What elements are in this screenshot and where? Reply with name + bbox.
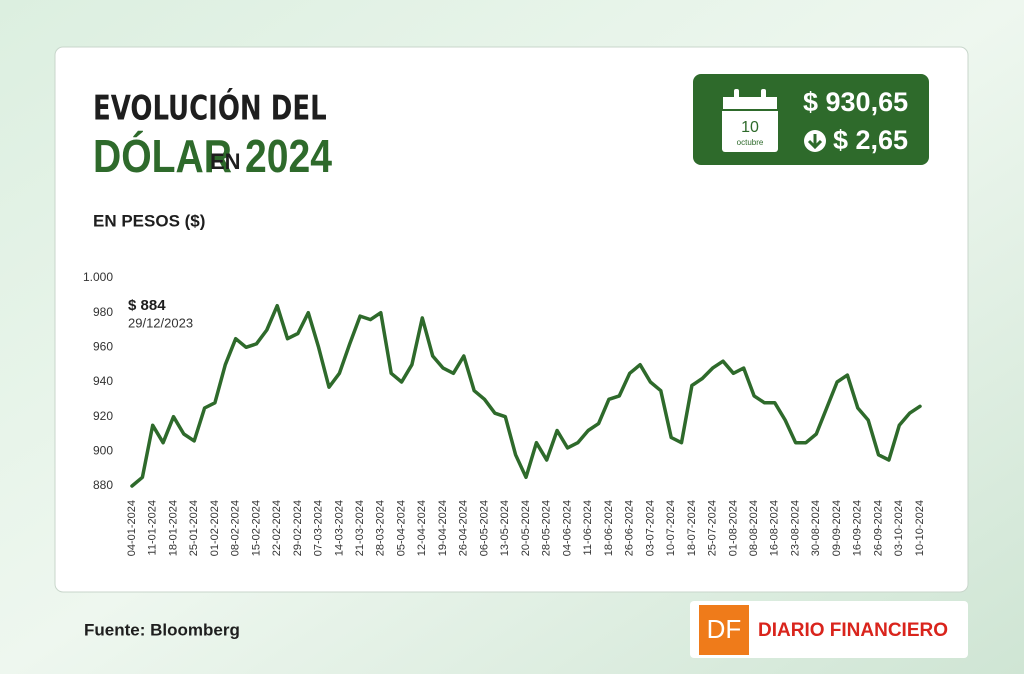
x-tick-label: 03-10-2024 (893, 500, 905, 556)
subtitle: EN PESOS ($) (93, 211, 205, 230)
x-tick-label: 26-06-2024 (624, 500, 636, 556)
x-tick-label: 21-03-2024 (354, 500, 366, 556)
source: Fuente: Bloomberg (84, 620, 240, 639)
y-tick-label: 960 (93, 340, 113, 354)
logo-box (690, 601, 968, 658)
calendar-ring (761, 89, 766, 101)
x-tick-label: 26-09-2024 (872, 500, 884, 556)
x-tick-label: 11-06-2024 (582, 500, 594, 555)
badge-change: $ 2,65 (833, 125, 908, 155)
x-tick-label: 07-03-2024 (313, 500, 325, 556)
title-connector: EN (210, 149, 241, 174)
x-tick-label: 12-04-2024 (416, 500, 428, 556)
x-tick-label: 11-01-2024 (147, 500, 159, 555)
x-tick-label: 25-07-2024 (707, 500, 719, 556)
x-tick-label: 06-05-2024 (478, 500, 490, 556)
title-line: EVOLUCIÓN DEL (93, 86, 327, 128)
y-tick-label: 900 (93, 444, 113, 458)
y-tick-label: 940 (93, 374, 113, 388)
x-tick-label: 25-01-2024 (188, 500, 200, 556)
x-tick-label: 04-06-2024 (561, 500, 573, 556)
x-tick-label: 28-03-2024 (375, 500, 387, 556)
x-tick-label: 20-05-2024 (520, 500, 532, 556)
x-tick-label: 15-02-2024 (250, 500, 262, 556)
plot: 880 900 920 940 960 980 1.000 04-01-2024 11-01-2… (83, 270, 926, 556)
annotation-date: 29/12/2023 (128, 315, 193, 330)
x-tick-label: 10-10-2024 (914, 500, 926, 556)
x-tick-label: 29-02-2024 (292, 500, 304, 556)
y-tick-label: 880 (93, 478, 113, 492)
x-tick-label: 18-07-2024 (686, 500, 698, 556)
calendar-ring (734, 89, 739, 101)
title-year: 2024 (245, 131, 332, 183)
logo-mark: DF (707, 614, 742, 644)
logo-mark-box (699, 605, 749, 655)
x-tick-label: 04-01-2024 (126, 500, 138, 556)
title-word: DÓLAR (93, 130, 232, 183)
x-tick-label: 01-08-2024 (727, 500, 739, 556)
x-tick-label: 28-05-2024 (541, 500, 553, 556)
x-tick-label: 18-01-2024 (167, 500, 179, 556)
x-tick-label: 16-09-2024 (852, 500, 864, 556)
x-tick-label: 08-02-2024 (230, 500, 242, 556)
down-arrow (807, 134, 823, 150)
x-tick-label: 23-08-2024 (789, 500, 801, 556)
logo-name: DIARIO FINANCIERO (758, 620, 948, 641)
x-tick-label: 26-04-2024 (458, 500, 470, 556)
line-series (130, 303, 922, 488)
y-tick-label: 980 (93, 305, 113, 319)
calendar-top (721, 95, 779, 111)
badge-price: $ 930,65 (803, 87, 908, 117)
y-tick-label: 920 (93, 409, 113, 423)
x-tick-label: 10-07-2024 (665, 500, 677, 556)
x-tick-label: 18-06-2024 (603, 500, 615, 556)
x-tick-label: 03-07-2024 (644, 500, 656, 556)
card (54, 46, 969, 593)
x-tick-label: 09-09-2024 (831, 500, 843, 556)
badge-month: octubre (737, 138, 764, 147)
x-tick-label: 13-05-2024 (499, 500, 511, 556)
x-tick-label: 14-03-2024 (333, 500, 345, 556)
x-tick-label: 05-04-2024 (395, 500, 407, 556)
x-tick-label: 30-08-2024 (810, 500, 822, 556)
x-tick-label: 19-04-2024 (437, 500, 449, 556)
x-tick-label: 16-08-2024 (769, 500, 781, 556)
x-tick-label: 22-02-2024 (271, 500, 283, 556)
x-tick-label: 08-08-2024 (748, 500, 760, 556)
x-tick-label: 01-02-2024 (209, 500, 221, 556)
annotation-value: $ 884 (128, 297, 166, 314)
y-tick-label: 1.000 (83, 270, 113, 284)
badge-day: 10 (741, 119, 759, 136)
